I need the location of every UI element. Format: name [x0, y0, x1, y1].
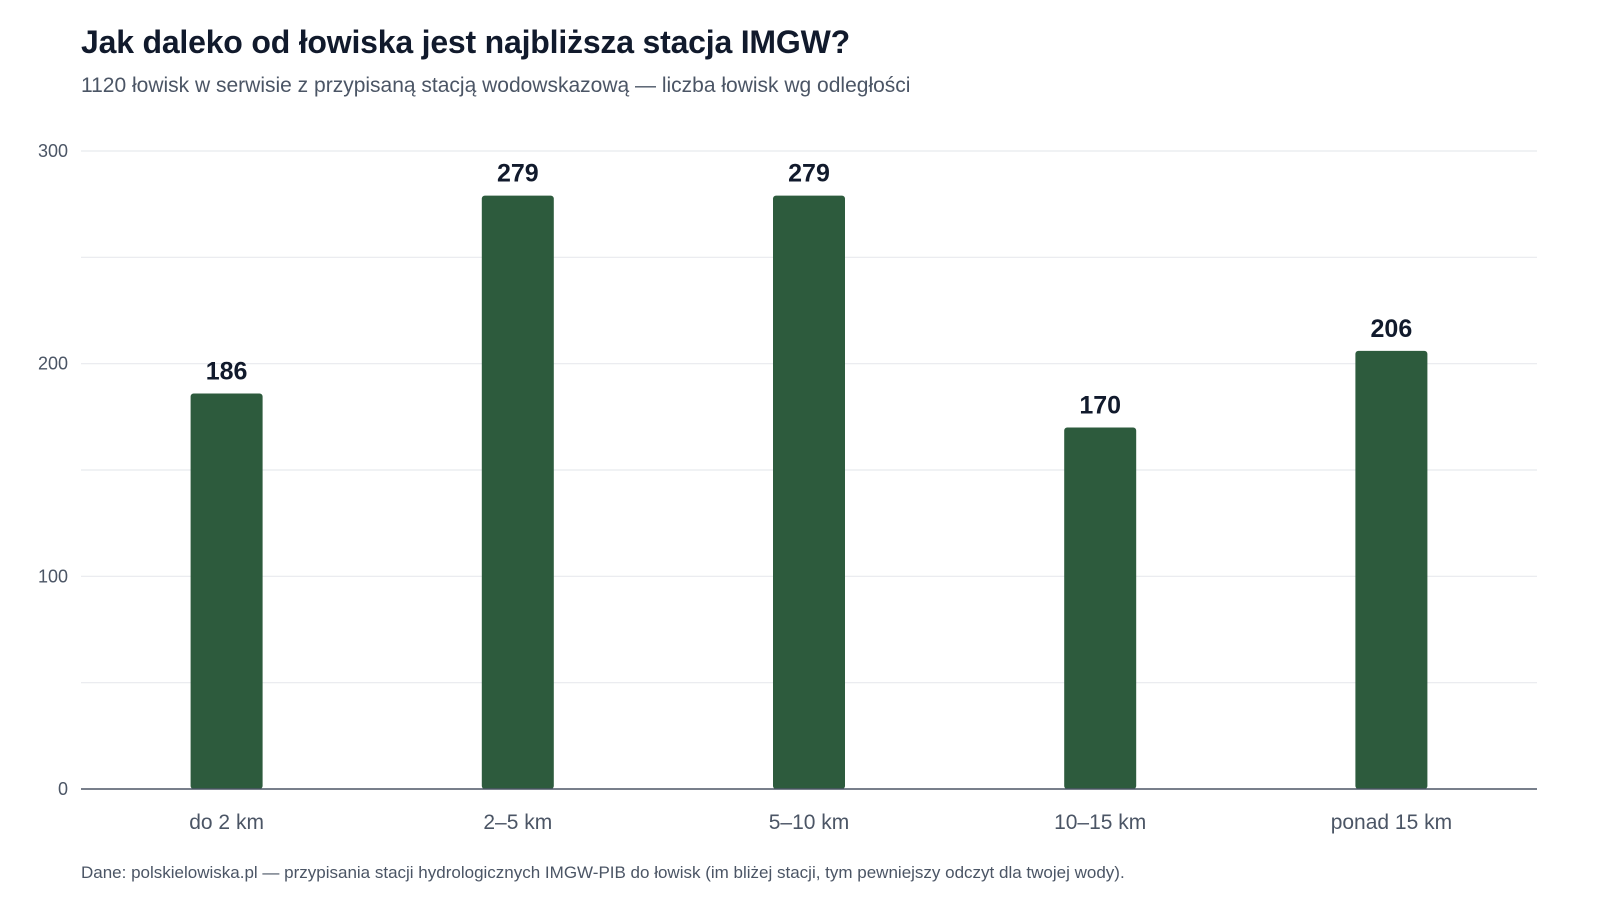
y-tick-label: 300	[38, 141, 68, 161]
x-category-label: 10–15 km	[1054, 811, 1146, 834]
data-label: 186	[206, 357, 248, 385]
x-category-label: do 2 km	[189, 811, 264, 834]
data-label: 279	[788, 160, 830, 188]
bar	[481, 195, 554, 789]
y-tick-label: 100	[38, 566, 68, 586]
x-category-label: ponad 15 km	[1331, 811, 1452, 834]
bar	[1355, 350, 1428, 789]
y-tick-label: 200	[38, 354, 68, 374]
x-axis-categories: do 2 km 2–5 km 5–10 km 10–15 km ponad 15 km	[189, 811, 1452, 834]
data-label: 206	[1371, 315, 1413, 343]
y-axis-ticks: 0 100 200 300	[38, 141, 68, 799]
bar	[190, 393, 263, 789]
bar	[1064, 427, 1137, 789]
x-category-label: 5–10 km	[769, 811, 850, 834]
bar	[773, 195, 845, 789]
y-tick-label: 0	[58, 779, 68, 799]
data-label: 279	[497, 160, 539, 188]
chart-subtitle: 1120 łowisk w serwisie z przypisaną stac…	[81, 74, 911, 97]
x-category-label: 2–5 km	[483, 811, 552, 834]
data-labels: 186 279 279 170 206	[206, 160, 1413, 420]
bar-chart: 0 100 200 300 186 279 279 170 206 do 2 km 2–5 km…	[38, 141, 1537, 834]
data-label: 170	[1079, 391, 1121, 419]
chart-title: Jak daleko od łowiska jest najbliższa st…	[81, 24, 850, 60]
source-note: Dane: polskielowiska.pl — przypisania st…	[81, 863, 1125, 882]
bars	[190, 195, 1428, 789]
